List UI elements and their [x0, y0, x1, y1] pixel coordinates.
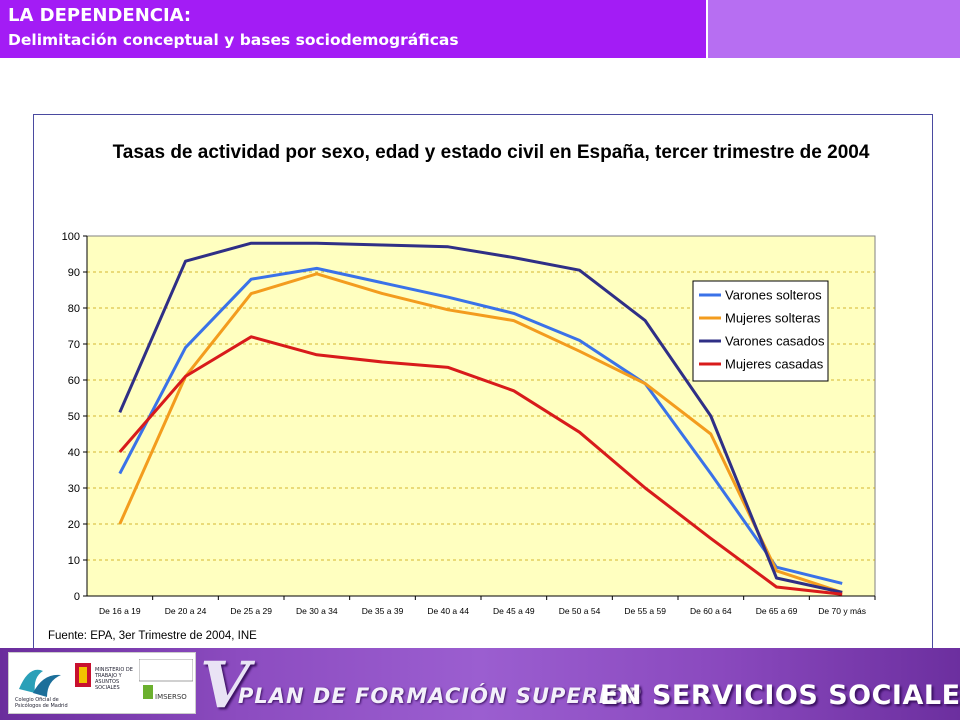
legend-label: Varones solteros [725, 288, 822, 303]
y-tick-label: 100 [62, 231, 80, 243]
x-tick-label: De 30 a 34 [296, 606, 338, 616]
imserso-logo: IMSERSO [139, 659, 193, 709]
x-tick-label: De 25 a 29 [230, 606, 272, 616]
y-tick-label: 90 [68, 267, 80, 279]
y-tick-label: 20 [68, 519, 80, 531]
x-tick-label: De 20 a 24 [165, 606, 207, 616]
servicios-text: EN SERVICIOS SOCIALES [600, 680, 960, 711]
legend-label: Mujeres solteras [725, 311, 821, 326]
logo1-text: Colegio Oficial de Psicólogos de Madrid [15, 697, 68, 709]
y-tick-label: 30 [68, 483, 80, 495]
x-tick-label: De 65 a 69 [756, 606, 798, 616]
plan-roman-numeral: V [200, 648, 250, 723]
y-tick-label: 0 [74, 591, 80, 603]
imserso-icon [139, 659, 193, 699]
header-bar: LA DEPENDENCIA: Delimitación conceptual … [0, 0, 706, 58]
logo3-text: IMSERSO [155, 693, 187, 701]
y-tick-label: 60 [68, 375, 80, 387]
x-tick-label: De 50 a 54 [559, 606, 601, 616]
x-tick-label: De 45 a 49 [493, 606, 535, 616]
x-tick-label: De 35 a 39 [362, 606, 404, 616]
psicologos-icon [17, 669, 65, 707]
series-line [118, 266, 843, 585]
y-tick-label: 80 [68, 303, 80, 315]
series-line [118, 272, 843, 594]
plan-text: PLAN DE FORMACIÓN SUPERIOR [238, 684, 644, 708]
logo2-text: MINISTERIO DE TRABAJO Y ASUNTOS SOCIALES [95, 667, 133, 691]
x-tick-label: De 55 a 59 [624, 606, 666, 616]
ministerio-logo: MINISTERIO DE TRABAJO Y ASUNTOS SOCIALES [71, 659, 137, 709]
logos-strip: Colegio Oficial de Psicólogos de Madrid … [8, 652, 196, 714]
header-accent [708, 0, 960, 58]
y-tick-label: 10 [68, 555, 80, 567]
y-tick-label: 40 [68, 447, 80, 459]
x-tick-label: De 16 a 19 [99, 606, 141, 616]
chart-source: Fuente: EPA, 3er Trimestre de 2004, INE [48, 630, 257, 642]
x-tick-label: De 40 a 44 [427, 606, 469, 616]
page-subtitle: Delimitación conceptual y bases sociodem… [8, 31, 459, 49]
y-tick-label: 70 [68, 339, 80, 351]
activity-rate-chart: Tasas de actividad por sexo, edad y esta… [48, 142, 876, 642]
series-line [118, 241, 843, 594]
colegio-psicologos-logo: Colegio Oficial de Psicólogos de Madrid [13, 659, 69, 709]
legend-label: Mujeres casadas [725, 357, 824, 372]
legend-label: Varones casados [725, 334, 825, 349]
x-tick-label: De 70 y más [818, 606, 866, 616]
chart-frame: Tasas de actividad por sexo, edad y esta… [33, 114, 933, 657]
chart-title: Tasas de actividad por sexo, edad y esta… [113, 142, 870, 163]
page-title: LA DEPENDENCIA: [8, 5, 192, 26]
series-line [118, 335, 843, 596]
y-tick-label: 50 [68, 411, 80, 423]
coat-of-arms-icon [75, 663, 91, 687]
x-tick-label: De 60 a 64 [690, 606, 732, 616]
